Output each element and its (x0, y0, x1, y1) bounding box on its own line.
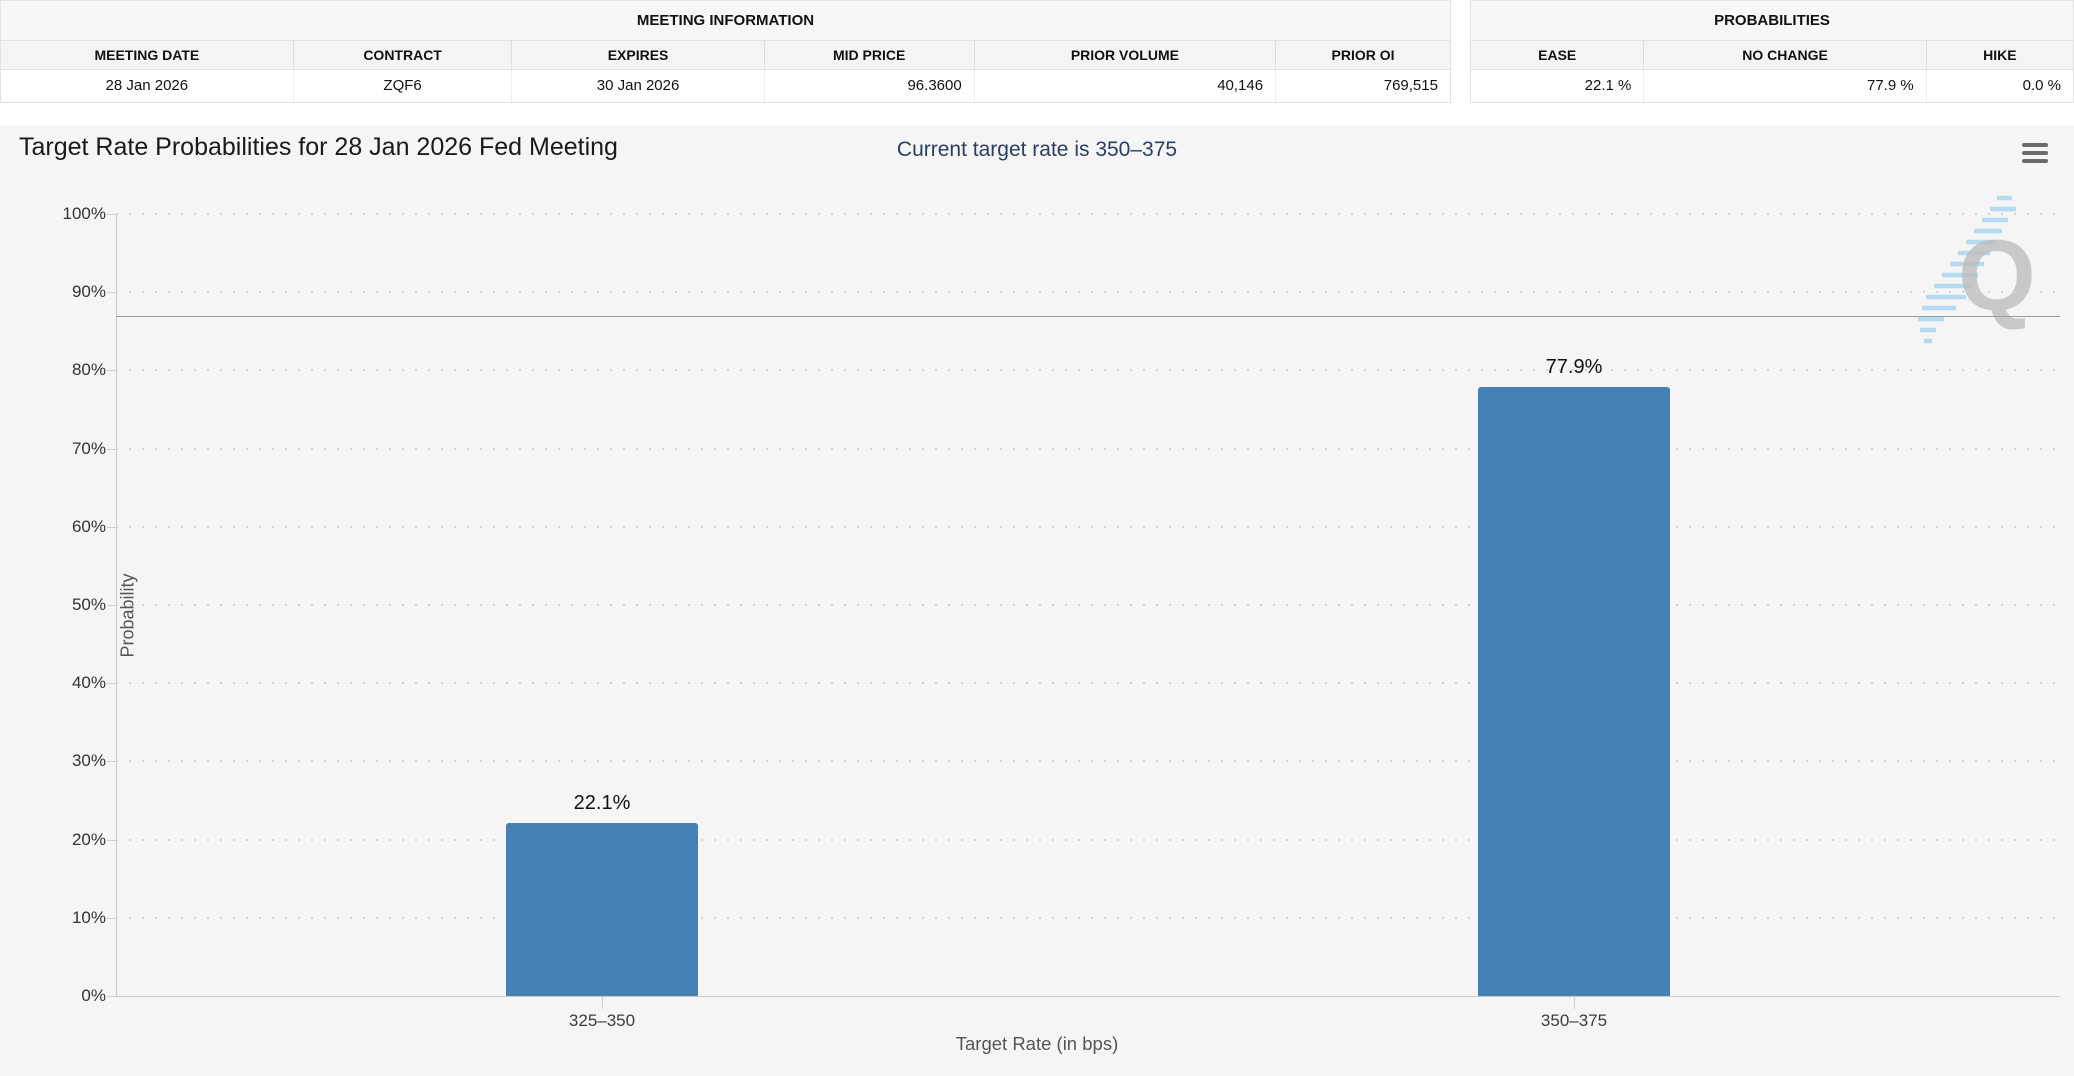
cell-contract: ZQF6 (294, 70, 513, 102)
gridline-0 (116, 996, 2060, 997)
cell-no-change-probability: 77.9 % (1644, 70, 1927, 102)
gridline-40 (116, 682, 2060, 685)
column-header-ease: EASE (1471, 41, 1645, 69)
cell-prior-volume: 40,146 (975, 70, 1277, 102)
y-tick-label: 10% (71, 907, 106, 927)
column-header-expires: EXPIRES (512, 41, 765, 69)
chart-subtitle: Current target rate is 350–375 (896, 138, 1178, 161)
gridline-50 (116, 604, 2060, 606)
y-axis-tick (107, 996, 116, 997)
cell-expires: 30 Jan 2026 (512, 70, 765, 102)
cell-prior-oi: 769,515 (1383, 77, 1438, 94)
column-header-hike: HIKE (1983, 47, 2017, 63)
bar-value-label-350-375: 77.9% (1545, 355, 1603, 378)
gridline-70 (116, 447, 2060, 450)
plot-area: Probability 0% 10% 20% 30% 40% 50% 60% 70% 80% 90… (63, 204, 2060, 1030)
cell-meeting-date: 28 Jan 2026 (1, 70, 294, 102)
column-header-prior-oi: PRIOR OI (1331, 47, 1395, 63)
probabilities-title: PROBABILITIES (1471, 1, 2073, 41)
bar-325-350[interactable] (506, 823, 698, 996)
y-tick-label: 90% (71, 282, 106, 302)
cell-ease-probability: 22.1 % (1471, 70, 1645, 102)
hamburger-bar (2022, 159, 2048, 163)
bar-value-label-325-350: 22.1% (573, 792, 631, 815)
meeting-information-header-row: MEETING DATE CONTRACT EXPIRES MID PRICE … (1, 41, 1450, 69)
column-header-no-change: NO CHANGE (1644, 41, 1927, 69)
gridline-100 (116, 213, 2060, 215)
y-tick-label: 30% (71, 751, 106, 771)
y-axis-tick (107, 605, 116, 606)
column-header-prior-volume: PRIOR VOLUME (975, 41, 1277, 69)
probabilities-header-row: EASE NO CHANGE HIKE (1471, 41, 2073, 69)
meeting-information-data-row: 28 Jan 2026 ZQF6 30 Jan 2026 96.3600 40,… (1, 69, 1450, 102)
y-axis-tick (107, 370, 116, 372)
y-tick-label: 40% (71, 673, 106, 693)
x-axis-title: Target Rate (in bps) (955, 1033, 1119, 1054)
x-tick-label-325-350: 325–350 (568, 1011, 636, 1030)
meeting-information-title: MEETING INFORMATION (1, 1, 1450, 41)
y-axis-tick (107, 292, 116, 294)
column-header-mid-price: MID PRICE (765, 41, 975, 69)
y-axis-tick (107, 448, 116, 450)
gridline-10 (116, 916, 2060, 919)
y-axis-tick (107, 526, 116, 528)
cell-hike-probability: 0.0 % (2022, 77, 2061, 94)
y-tick-label: 100% (62, 204, 106, 223)
y-tick-label: 60% (71, 516, 106, 536)
x-tick-label-350-375: 350–375 (1540, 1011, 1608, 1030)
gridline-20 (116, 838, 2060, 841)
gridline-90 (116, 291, 2060, 294)
y-axis-tick (107, 839, 116, 841)
chart-panel: Target Rate Probabilities for 28 Jan 202… (0, 125, 2074, 1076)
y-tick-label: 70% (71, 438, 106, 458)
x-axis-tick (1574, 996, 1575, 1009)
meeting-information-table: MEETING INFORMATION MEETING DATE CONTRAC… (0, 0, 1451, 103)
y-tick-label: 20% (71, 829, 106, 849)
column-header-contract: CONTRACT (294, 41, 513, 69)
gridline-30 (116, 760, 2060, 763)
header-tables: MEETING INFORMATION MEETING DATE CONTRAC… (0, 0, 2074, 103)
chart-title: Target Rate Probabilities for 28 Jan 202… (19, 133, 618, 161)
y-tick-label: 0% (81, 986, 106, 1005)
y-axis-title: Probability (117, 573, 138, 658)
bar-350-375[interactable] (1478, 386, 1670, 996)
hamburger-bar (2022, 151, 2048, 155)
y-axis-tick (107, 214, 116, 215)
gridline-80 (116, 369, 2060, 372)
hamburger-menu-icon[interactable] (2022, 143, 2048, 163)
hamburger-bar (2022, 143, 2048, 147)
y-axis-tick (107, 917, 116, 919)
cell-mid-price: 96.3600 (765, 70, 975, 102)
probabilities-data-row: 22.1 % 77.9 % 0.0 % (1471, 69, 2073, 102)
probabilities-table: PROBABILITIES EASE NO CHANGE HIKE 22.1 %… (1470, 0, 2074, 103)
reference-line (116, 315, 2060, 317)
y-tick-label: 80% (71, 360, 106, 380)
y-tick-label: 50% (71, 595, 106, 614)
y-axis-tick (107, 683, 116, 685)
column-header-meeting-date: MEETING DATE (1, 41, 294, 69)
x-axis-tick (602, 996, 603, 1009)
gridline-60 (116, 525, 2060, 528)
y-axis-tick (107, 761, 116, 763)
